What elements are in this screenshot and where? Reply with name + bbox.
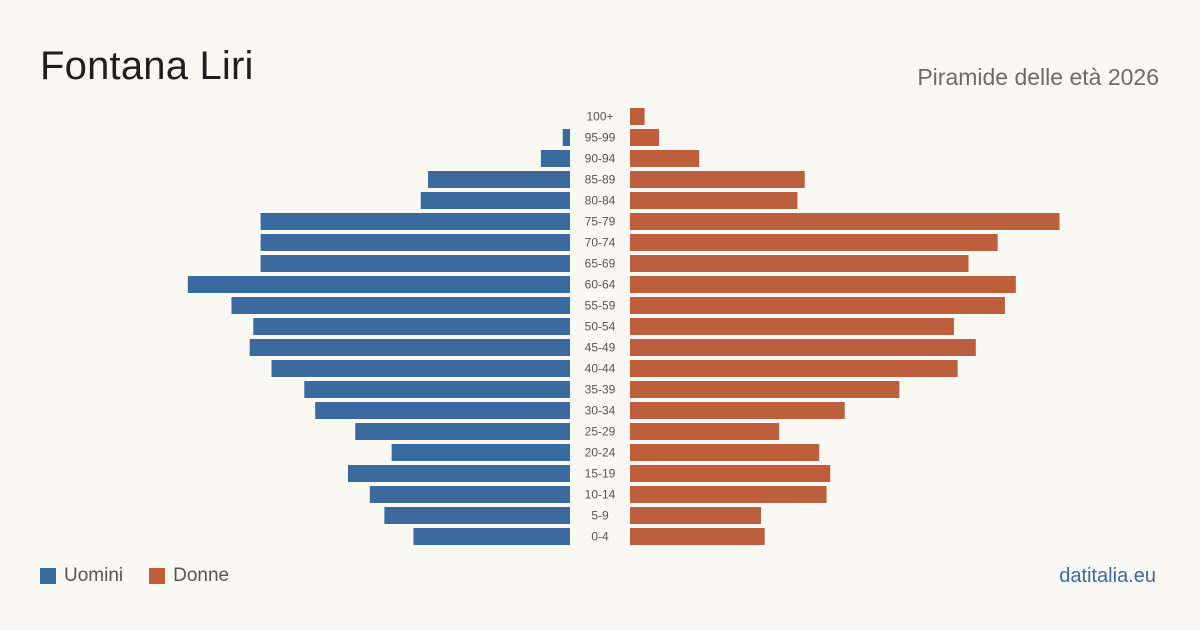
legend-label-male: Uomini bbox=[64, 565, 124, 586]
bar-female-0-4 bbox=[630, 528, 765, 545]
age-label-50-54: 50-54 bbox=[585, 320, 616, 334]
age-label-85-89: 85-89 bbox=[585, 173, 616, 187]
source-link[interactable]: datitalia.eu bbox=[1059, 565, 1156, 587]
age-label-30-34: 30-34 bbox=[585, 404, 616, 418]
bar-male-60-64 bbox=[187, 276, 571, 293]
bar-male-75-79 bbox=[260, 213, 570, 230]
bar-female-85-89 bbox=[630, 171, 805, 188]
age-label-35-39: 35-39 bbox=[585, 383, 616, 397]
age-label-100+: 100+ bbox=[586, 110, 613, 124]
bar-male-70-74 bbox=[260, 234, 570, 251]
bar-male-40-44 bbox=[271, 360, 570, 377]
bar-female-90-94 bbox=[630, 150, 700, 167]
chart-title: Fontana Liri bbox=[40, 44, 254, 88]
legend-swatch-female bbox=[149, 568, 166, 584]
bar-female-30-34 bbox=[630, 402, 845, 419]
bar-male-85-89 bbox=[428, 171, 570, 188]
bar-male-20-24 bbox=[391, 444, 570, 461]
bar-female-35-39 bbox=[630, 381, 900, 398]
age-label-10-14: 10-14 bbox=[585, 488, 616, 502]
bar-male-15-19 bbox=[347, 465, 570, 482]
bar-female-60-64 bbox=[630, 276, 1016, 293]
age-label-60-64: 60-64 bbox=[585, 278, 616, 292]
bar-female-55-59 bbox=[630, 297, 1005, 314]
bar-female-95-99 bbox=[630, 129, 660, 146]
bar-male-30-34 bbox=[315, 402, 570, 419]
bar-male-90-94 bbox=[540, 150, 570, 167]
age-label-55-59: 55-59 bbox=[585, 299, 616, 313]
age-label-90-94: 90-94 bbox=[585, 152, 616, 166]
bar-female-5-9 bbox=[630, 507, 762, 524]
legend-item-male: Uomini bbox=[40, 565, 123, 587]
legend: Uomini Donne bbox=[40, 565, 255, 587]
bar-female-100+ bbox=[630, 108, 645, 125]
bar-female-80-84 bbox=[630, 192, 798, 209]
bar-female-20-24 bbox=[630, 444, 820, 461]
bar-female-70-74 bbox=[630, 234, 998, 251]
chart-subtitle: Piramide delle età 2026 bbox=[917, 64, 1159, 90]
bar-female-10-14 bbox=[630, 486, 827, 503]
age-label-15-19: 15-19 bbox=[585, 467, 616, 481]
bar-male-35-39 bbox=[304, 381, 570, 398]
age-label-20-24: 20-24 bbox=[585, 446, 616, 460]
legend-swatch-male bbox=[40, 568, 56, 584]
age-label-65-69: 65-69 bbox=[585, 257, 616, 271]
age-label-40-44: 40-44 bbox=[585, 362, 616, 376]
bar-male-45-49 bbox=[249, 339, 570, 356]
bar-female-40-44 bbox=[630, 360, 958, 377]
age-label-25-29: 25-29 bbox=[585, 425, 616, 439]
age-label-95-99: 95-99 bbox=[585, 131, 616, 145]
bar-female-65-69 bbox=[630, 255, 969, 272]
age-label-80-84: 80-84 bbox=[585, 194, 616, 208]
legend-item-female: Donne bbox=[149, 565, 229, 587]
bar-male-10-14 bbox=[369, 486, 570, 503]
bar-male-80-84 bbox=[420, 192, 570, 209]
bar-male-65-69 bbox=[260, 255, 570, 272]
bar-female-50-54 bbox=[630, 318, 954, 335]
bar-male-55-59 bbox=[231, 297, 571, 314]
bar-male-50-54 bbox=[253, 318, 570, 335]
age-label-75-79: 75-79 bbox=[585, 215, 616, 229]
age-label-70-74: 70-74 bbox=[585, 236, 616, 250]
bar-male-0-4 bbox=[413, 528, 570, 545]
bar-female-15-19 bbox=[630, 465, 831, 482]
bar-male-5-9 bbox=[384, 507, 570, 524]
bar-male-95-99 bbox=[562, 129, 570, 146]
age-label-45-49: 45-49 bbox=[585, 341, 616, 355]
bar-female-75-79 bbox=[630, 213, 1060, 230]
age-label-5-9: 5-9 bbox=[591, 509, 609, 523]
bar-male-25-29 bbox=[355, 423, 570, 440]
legend-label-female: Donne bbox=[173, 565, 230, 586]
population-pyramid: 100+ 95-99 90-94 85-89 80-84 75-79 70-74 65-69 6… bbox=[187, 108, 1060, 545]
age-label-0-4: 0-4 bbox=[591, 530, 609, 544]
bar-female-25-29 bbox=[630, 423, 780, 440]
bar-female-45-49 bbox=[630, 339, 976, 356]
